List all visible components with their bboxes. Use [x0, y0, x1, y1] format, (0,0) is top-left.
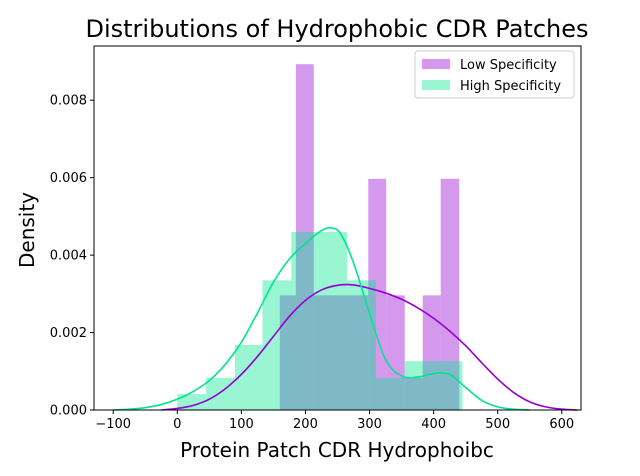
histogram-bar: [350, 295, 369, 410]
x-tick-label: 100: [229, 417, 254, 432]
histogram-bar: [313, 295, 334, 410]
histogram-bar: [206, 377, 235, 410]
x-tick-label: 300: [357, 417, 382, 432]
x-tick-label: −100: [95, 417, 131, 432]
x-tick-label: 200: [293, 417, 318, 432]
histogram-bar: [404, 377, 423, 410]
legend-box: [414, 50, 575, 99]
axes: −100 0 100 200 300 400 500 600 0.000 0.002 0.004 0.…: [50, 45, 582, 432]
kde-curve-series-1: [113, 227, 530, 411]
legend-label: High Specificity: [460, 79, 561, 94]
histogram-bar: [177, 394, 207, 410]
y-tick-label: 0.000: [50, 404, 87, 419]
histogram-bar: [291, 231, 320, 410]
histogram-bar: [404, 361, 434, 410]
y-tick-label: 0.004: [50, 249, 87, 264]
histogram-bar: [386, 295, 405, 410]
histogram-bar: [319, 231, 348, 410]
legend-label: Low Specificity: [460, 58, 557, 73]
chart-title: Distributions of Hydrophobic CDR Patches: [85, 15, 588, 43]
y-axis-label: Density: [15, 192, 39, 268]
y-tick-label: 0.006: [50, 171, 87, 186]
x-tick-label: 0: [173, 417, 181, 432]
histogram-series-1: [177, 231, 463, 410]
histogram-bar: [333, 295, 351, 410]
histogram-bar: [347, 280, 376, 410]
y-tick-label: 0.002: [50, 326, 87, 341]
histogram-bar: [422, 295, 441, 410]
x-tick-label: 600: [549, 417, 574, 432]
y-tick-label: 0.008: [50, 94, 87, 109]
legend-swatch: [422, 59, 450, 69]
axes-frame: [93, 45, 582, 411]
legend: Low Specificity High Specificity: [414, 50, 575, 99]
histogram-bar: [433, 361, 463, 410]
histogram-bar: [440, 178, 460, 410]
histogram-bar: [295, 64, 314, 410]
x-tick-label: 400: [421, 417, 446, 432]
plot-area: [113, 64, 578, 411]
kde-curve-series-0: [161, 283, 578, 411]
histogram-bar: [375, 377, 405, 410]
x-tick-label: 500: [485, 417, 510, 432]
legend-swatch: [422, 80, 450, 90]
x-axis-label: Protein Patch CDR Hydrophoibc: [180, 438, 494, 462]
